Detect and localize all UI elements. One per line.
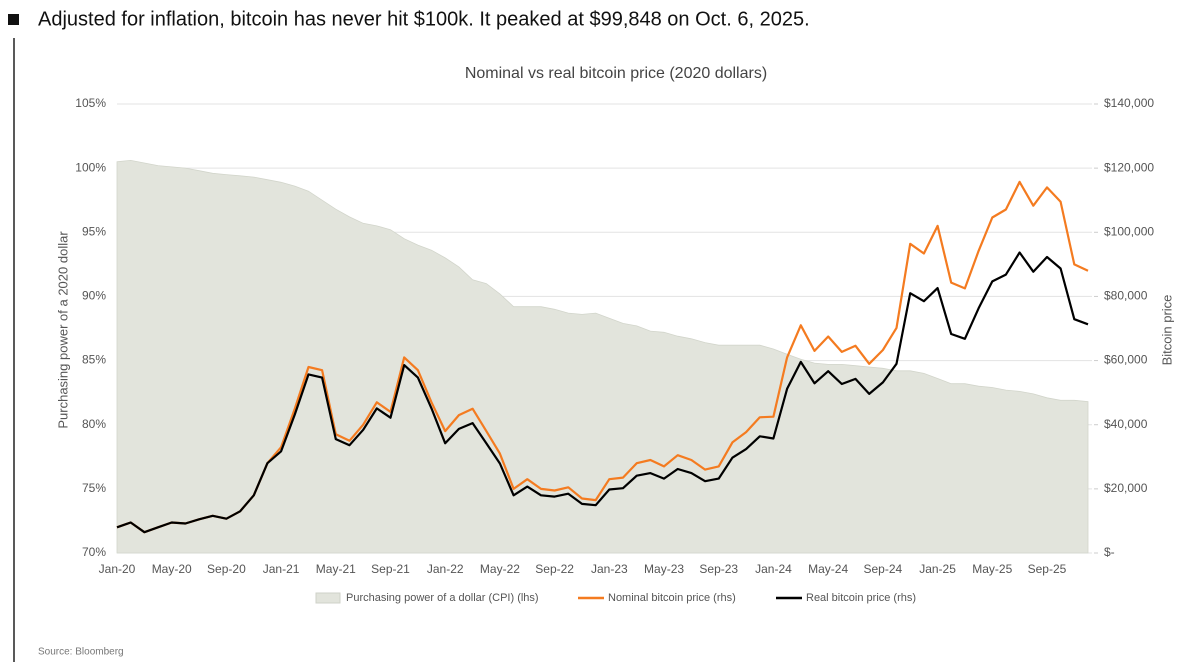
x-tick-label: Sep-22: [535, 562, 574, 576]
x-tick-label: Jan-20: [99, 562, 136, 576]
y2-tick-label: $120,000: [1104, 160, 1154, 174]
legend-swatch: [315, 592, 341, 604]
x-tick-label: Sep-23: [699, 562, 738, 576]
x-tick-label: May-20: [152, 562, 192, 576]
y2-tick-label: $100,000: [1104, 224, 1154, 238]
x-tick-label: May-23: [644, 562, 684, 576]
y-tick-label: 100%: [75, 160, 106, 174]
y-axis-label: Purchasing power of a 2020 dollar: [55, 231, 70, 429]
source: Source: Bloomberg: [38, 647, 124, 658]
y2-tick-label: $60,000: [1104, 353, 1148, 367]
x-tick-label: Sep-24: [864, 562, 903, 576]
series-line: [116, 251, 1089, 534]
x-tick-label: Sep-21: [371, 562, 410, 576]
x-tick-label: Jan-21: [263, 562, 300, 576]
y2-tick-label: $20,000: [1104, 481, 1148, 495]
x-tick-label: May-22: [480, 562, 520, 576]
x-tick-label: Sep-25: [1028, 562, 1067, 576]
headline: Adjusted for inflation, bitcoin has neve…: [38, 8, 810, 30]
series-area: [116, 159, 1089, 554]
legend-label: Purchasing power of a dollar (CPI) (lhs): [346, 592, 539, 604]
y-tick-label: 90%: [82, 289, 106, 303]
x-tick-label: Sep-20: [207, 562, 246, 576]
x-tick-label: May-25: [972, 562, 1012, 576]
y2-tick-label: $-: [1104, 545, 1115, 559]
legend-label: Real bitcoin price (rhs): [806, 592, 916, 604]
x-tick-label: Jan-22: [427, 562, 464, 576]
x-tick-label: May-24: [808, 562, 848, 576]
legend-label: Nominal bitcoin price (rhs): [608, 592, 736, 604]
x-tick-label: Jan-25: [919, 562, 956, 576]
x-tick-label: May-21: [316, 562, 356, 576]
series-line: [116, 180, 1089, 534]
y2-tick-label: $80,000: [1104, 289, 1148, 303]
y-tick-label: 95%: [82, 224, 106, 238]
y2-tick-label: $40,000: [1104, 417, 1148, 431]
y2-tick-label: $140,000: [1104, 96, 1154, 110]
y2-axis-label: Bitcoin price: [1159, 295, 1174, 366]
headline-bullet: [8, 14, 19, 25]
x-tick-label: Jan-24: [755, 562, 792, 576]
chart-title: Nominal vs real bitcoin price (2020 doll…: [465, 65, 767, 82]
y-tick-label: 80%: [82, 417, 106, 431]
y-tick-label: 75%: [82, 481, 106, 495]
x-tick-label: Jan-23: [591, 562, 628, 576]
y-tick-label: 105%: [75, 96, 106, 110]
y-tick-label: 70%: [82, 545, 106, 559]
y-tick-label: 85%: [82, 353, 106, 367]
